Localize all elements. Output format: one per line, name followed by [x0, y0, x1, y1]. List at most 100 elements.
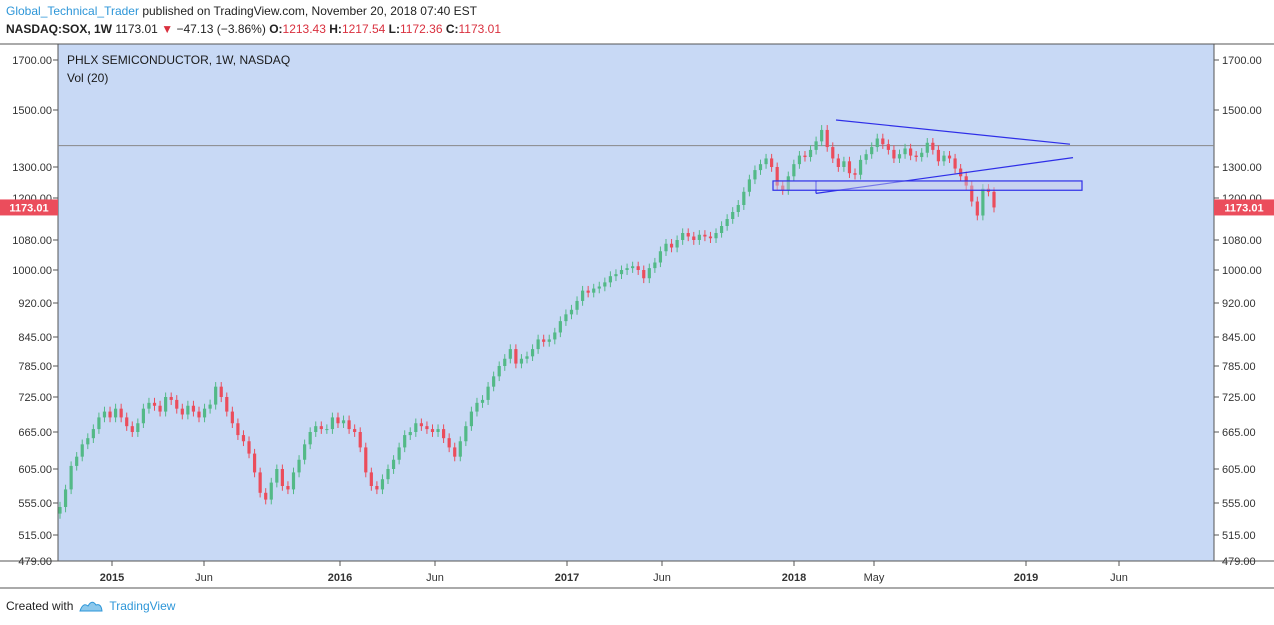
candle-body: [631, 266, 635, 269]
candle-body: [959, 168, 963, 177]
candle-body: [308, 432, 312, 445]
candle-body: [992, 191, 996, 208]
author-link[interactable]: Global_Technical_Trader: [6, 4, 139, 18]
candle-body: [925, 142, 929, 153]
tradingview-brand-link[interactable]: TradingView: [79, 599, 175, 613]
y-tick-label-right: 1000.00: [1222, 265, 1262, 277]
candle-body: [303, 444, 307, 460]
candle-body: [831, 147, 835, 159]
candle-body: [358, 432, 362, 448]
y-tick-label-left: 665.00: [18, 427, 52, 439]
trendline-upper[interactable]: [835, 119, 1071, 145]
candle-body: [130, 426, 134, 432]
candle-body: [386, 469, 390, 480]
candle-body: [775, 167, 779, 186]
candle-body: [364, 447, 368, 473]
y-tick-label-right: 479.00: [1222, 556, 1256, 568]
support-zone-rectangle[interactable]: [772, 180, 1083, 191]
candle-body: [636, 266, 640, 270]
candle-body: [892, 149, 896, 159]
candle-body: [442, 429, 446, 439]
candle-body: [208, 404, 212, 409]
candle-body: [847, 161, 852, 174]
candle-body: [503, 358, 507, 366]
last-price-badge-label-left: 1173.01: [9, 202, 48, 214]
candle-body: [731, 212, 735, 219]
candle-body: [797, 155, 802, 165]
candle-body: [864, 154, 868, 160]
candle-body: [786, 176, 790, 191]
candle-body: [264, 492, 268, 500]
candle-body: [947, 155, 952, 159]
candle-body: [197, 411, 201, 418]
candle-body: [692, 236, 696, 240]
candle-body: [981, 188, 985, 216]
candle-body: [519, 358, 524, 364]
x-tick-label: Jun: [653, 572, 671, 584]
candle-body: [141, 408, 145, 424]
chart-title: PHLX SEMICONDUCTOR, 1W, NASDAQ: [67, 53, 290, 67]
candle-body: [419, 423, 423, 427]
candle-body: [458, 441, 462, 457]
candle-body: [564, 314, 568, 322]
candle-body: [686, 233, 690, 237]
candle-body: [225, 397, 229, 412]
last-price-badges: 1173.01 1173.01: [0, 199, 1274, 216]
candle-body: [241, 435, 246, 442]
candle-body: [614, 274, 618, 277]
candle-body: [758, 164, 763, 171]
x-tick-label: Jun: [195, 572, 213, 584]
candle-body: [330, 417, 335, 430]
candle-body: [113, 408, 118, 418]
candle-body: [75, 456, 79, 466]
y-tick-label-right: 920.00: [1222, 298, 1256, 310]
candle-body: [975, 201, 979, 216]
candle-body: [903, 148, 907, 155]
candle-body: [492, 376, 496, 387]
candle-body: [397, 447, 401, 460]
candle-body: [91, 429, 95, 439]
publish-info: Global_Technical_Trader published on Tra…: [6, 4, 477, 18]
y-tick-label-left: 725.00: [18, 392, 52, 404]
candle-body: [653, 262, 657, 269]
candle-body: [353, 429, 357, 432]
candle-body: [258, 472, 262, 493]
candle-body: [608, 276, 612, 283]
candle-body: [102, 411, 107, 418]
price-change: −47.13 (−3.86%): [176, 22, 266, 36]
candle-body: [553, 332, 557, 340]
candle-body: [558, 321, 562, 333]
candle-body: [497, 366, 501, 377]
candle-body: [858, 159, 863, 175]
candle-body: [875, 138, 879, 148]
y-tick-label-left: 1300.00: [12, 162, 52, 174]
footer: Created with TradingView: [6, 599, 175, 613]
candle-body: [625, 268, 629, 270]
candle-body: [658, 251, 663, 263]
candle-body: [530, 349, 535, 357]
tradingview-logo-icon: [79, 601, 103, 612]
candle-body: [69, 465, 73, 490]
published-text: published on TradingView.com, November 2…: [142, 4, 477, 18]
x-tick-label: 2015: [100, 572, 124, 584]
candle-body: [886, 144, 890, 150]
candle-body: [820, 129, 824, 142]
last-price: 1173.01: [115, 22, 158, 36]
candle-body: [725, 219, 729, 226]
candle-body: [453, 447, 457, 457]
trendline-lower[interactable]: [815, 157, 1074, 194]
candle-body: [336, 417, 340, 424]
candle-body: [803, 155, 807, 158]
y-tick-label-right: 555.00: [1222, 498, 1256, 510]
y-tick-label-left: 555.00: [18, 498, 52, 510]
candle-body: [597, 286, 601, 289]
candle-body: [408, 432, 412, 436]
close-value: 1173.01: [458, 22, 502, 36]
candle-body: [942, 155, 946, 162]
candle-body: [219, 386, 223, 397]
candle-body: [108, 411, 112, 418]
candle-body: [158, 405, 162, 412]
candle-body: [669, 243, 674, 248]
candle-body: [842, 161, 846, 167]
